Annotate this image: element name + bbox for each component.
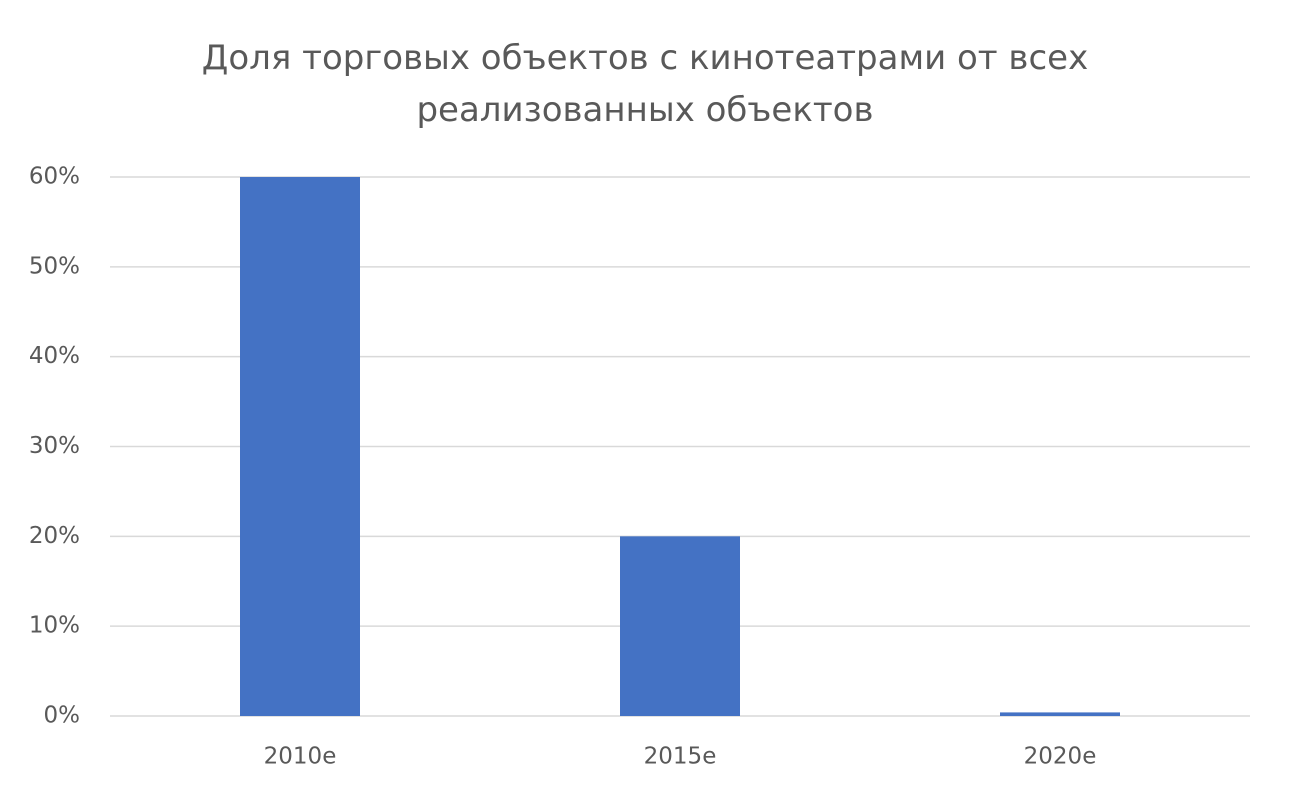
- y-tick-label: 10%: [29, 613, 80, 639]
- x-tick-label: 2015е: [644, 744, 717, 770]
- y-tick-label: 60%: [29, 164, 80, 190]
- chart-title: Доля торговых объектов с кинотеатрами от…: [201, 38, 1089, 130]
- y-tick-label: 30%: [29, 433, 80, 459]
- y-tick-label: 20%: [29, 523, 80, 549]
- bar: [240, 177, 360, 716]
- y-tick-label: 0%: [44, 703, 81, 729]
- y-tick-label: 50%: [29, 253, 80, 279]
- bar: [620, 536, 740, 716]
- x-tick-label: 2020е: [1024, 744, 1097, 770]
- bar: [1000, 712, 1120, 716]
- x-tick-label: 2010е: [264, 744, 337, 770]
- y-tick-label: 40%: [29, 343, 80, 369]
